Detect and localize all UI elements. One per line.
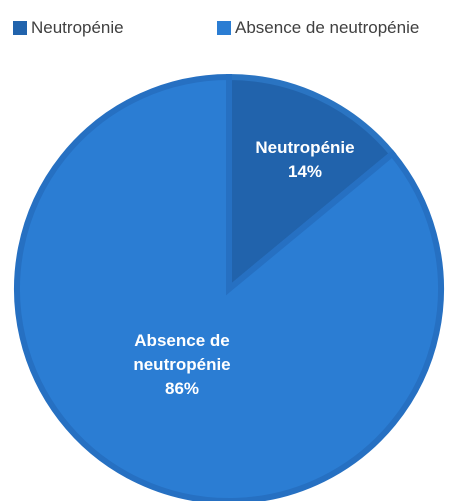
legend-entry: Neutropénie — [13, 18, 124, 38]
legend-swatch — [217, 21, 231, 35]
data-label-value: 14% — [287, 162, 323, 181]
legend-entry: Absence de neutropénie — [217, 18, 419, 38]
data-label: Neutropénie 14% — [230, 136, 380, 184]
data-label-name: Absence de neutropénie — [133, 331, 231, 374]
data-label-value: 86% — [164, 379, 200, 398]
data-label: Absence de neutropénie 86% — [117, 329, 247, 401]
pie-slice — [226, 73, 397, 296]
legend-swatch — [13, 21, 27, 35]
legend-label: Neutropénie — [31, 18, 124, 37]
pie-slice — [14, 73, 444, 501]
data-label-name: Neutropénie — [255, 138, 355, 157]
legend-label: Absence de neutropénie — [235, 18, 420, 37]
